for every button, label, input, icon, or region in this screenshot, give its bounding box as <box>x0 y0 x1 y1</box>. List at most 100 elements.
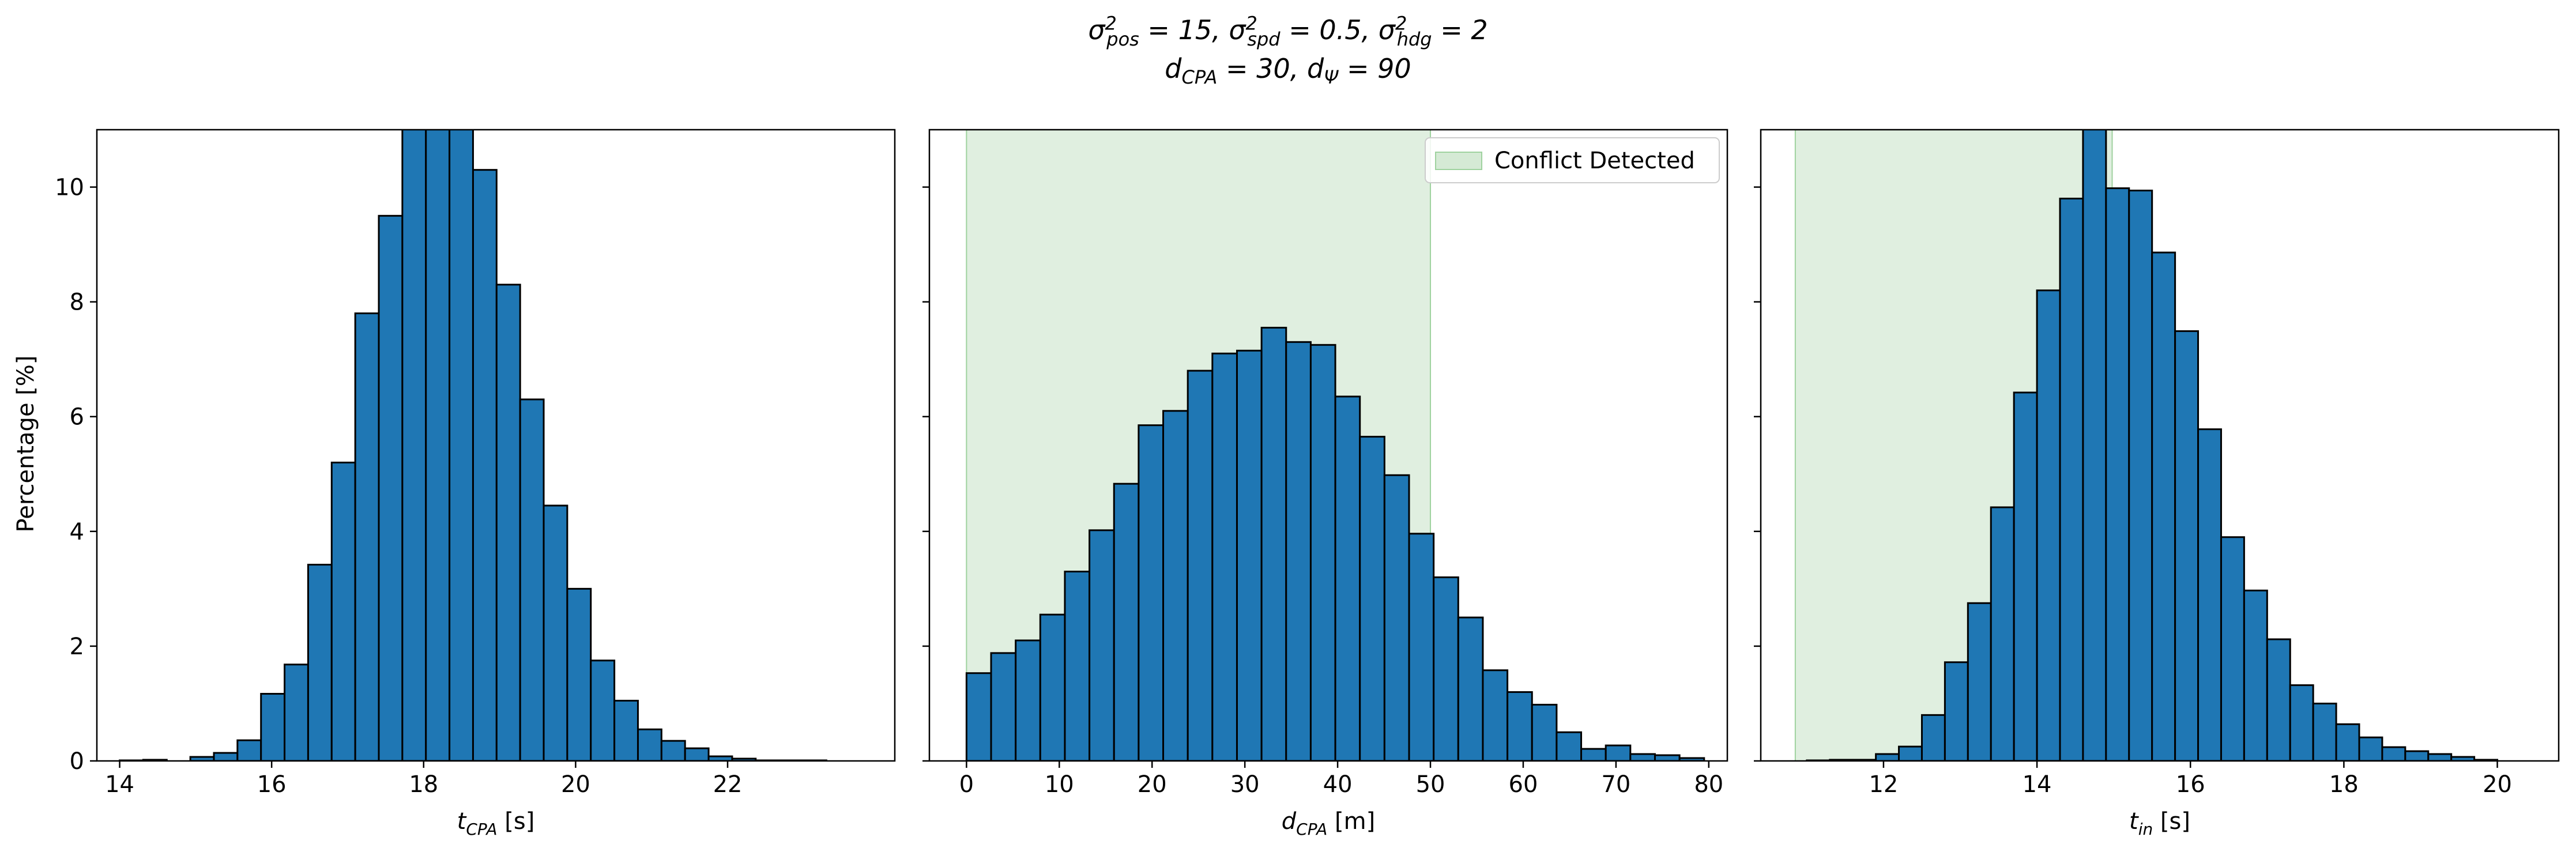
histogram-bar <box>213 752 239 761</box>
histogram-bar <box>1309 344 1336 761</box>
histogram-bar <box>613 699 639 761</box>
histogram-bar <box>2059 197 2084 761</box>
x-tick-label: 30 <box>1230 771 1260 798</box>
y-tick-label: 8 <box>70 289 84 316</box>
histogram-bar <box>566 587 592 761</box>
x-tick-label: 20 <box>561 771 590 798</box>
histogram-bar <box>1236 349 1263 761</box>
x-axis-label: dCPA [m] <box>1282 808 1375 839</box>
histogram-bar <box>307 564 333 761</box>
histogram-bar <box>2013 391 2038 761</box>
x-tick-label: 12 <box>1869 771 1898 798</box>
histogram-bar <box>2151 251 2176 761</box>
plot-area <box>1794 130 2499 761</box>
x-tick-label: 16 <box>2176 771 2205 798</box>
histogram-bar <box>1383 474 1410 761</box>
y-tick-label: 2 <box>70 634 84 660</box>
axes-frame <box>1760 129 2560 762</box>
plot-area <box>965 130 1705 761</box>
histogram-bar <box>1359 436 1385 761</box>
histogram-bar <box>1015 639 1041 761</box>
histogram-bar <box>1990 506 2015 761</box>
histogram-bar <box>1875 753 1900 761</box>
histogram-bar <box>1039 613 1066 761</box>
x-tick-label: 18 <box>2329 771 2359 798</box>
histogram-bar <box>990 652 1017 761</box>
x-axis-label: tin [s] <box>2129 808 2190 839</box>
x-tick-label: 20 <box>2483 771 2512 798</box>
histogram-bar <box>1920 714 1946 761</box>
axes-frame <box>96 129 896 762</box>
histogram-bar <box>1654 754 1681 761</box>
histogram-tin: 12 14 16 18 20 tin [s] <box>1754 129 2560 839</box>
histogram-bar <box>1089 529 1115 761</box>
plot-area <box>119 130 827 761</box>
y-tick-label: 0 <box>70 748 84 775</box>
histogram-bar <box>2381 746 2406 761</box>
histogram-bar <box>1211 352 1238 761</box>
figure-title-line1: σ2pos = 15, σ2spd = 0.5, σ2hdg = 2 <box>0 13 2576 50</box>
histogram-dcpa: 0 10 20 30 40 50 60 70 80 dCPA [m] Conflict Detect… <box>922 129 1728 839</box>
x-tick-label: 16 <box>257 771 287 798</box>
histogram-bar <box>1408 533 1435 761</box>
figure-title-line2: dCPA = 30, dΨ = 90 <box>0 53 2576 88</box>
histogram-bar <box>2036 289 2061 761</box>
histogram-tcpa: 14 16 18 20 22 0 2 4 6 8 10 tCPA [s] <box>55 129 896 839</box>
x-tick-label: 80 <box>1694 771 1723 798</box>
title-line2-text: dCPA = 30, dΨ = 90 <box>1165 53 1411 89</box>
histogram-bar <box>1113 482 1140 761</box>
x-tick-label: 50 <box>1416 771 1445 798</box>
histogram-bar <box>590 659 616 761</box>
histogram-bar <box>1433 576 1459 761</box>
histogram-bar <box>425 130 451 761</box>
x-tick-label: 60 <box>1509 771 1538 798</box>
histogram-bar <box>1580 748 1607 761</box>
histogram-bar <box>2312 702 2337 761</box>
histogram-bar <box>284 663 309 761</box>
histogram-bar <box>472 169 498 761</box>
histogram-bar <box>354 312 380 761</box>
histogram-bar <box>1162 410 1189 761</box>
y-tick-label: 10 <box>55 175 84 201</box>
histogram-bar <box>1944 661 1969 761</box>
histogram-bar <box>378 214 404 761</box>
x-tick-label: 0 <box>959 771 974 798</box>
histogram-bar <box>660 740 686 761</box>
histogram-bar <box>1629 753 1656 761</box>
histogram-bar <box>2335 723 2360 761</box>
x-tick-label: 10 <box>1045 771 1074 798</box>
histogram-bar <box>1898 745 1923 761</box>
histogram-bar <box>1187 370 1214 761</box>
histogram-bar <box>1260 326 1287 761</box>
legend: Conflict Detected <box>1425 137 1720 183</box>
histogram-bar <box>2427 753 2453 761</box>
histogram-bar <box>2197 428 2222 761</box>
x-axis-label: tCPA [s] <box>457 808 535 839</box>
x-tick-label: 40 <box>1323 771 1353 798</box>
histogram-bar <box>1138 424 1165 761</box>
histogram-bar <box>2404 750 2430 761</box>
x-tick-label: 22 <box>713 771 743 798</box>
histogram-bar <box>2174 330 2200 761</box>
histogram-bar <box>260 693 286 761</box>
histogram-bar <box>2358 736 2383 761</box>
histogram-bar <box>1967 602 1992 761</box>
legend-swatch <box>1435 152 1482 170</box>
histogram-bar <box>543 504 568 761</box>
histogram-bar <box>519 398 545 761</box>
histogram-bar <box>1064 571 1091 761</box>
histogram-bar <box>330 461 356 761</box>
x-tick-label: 14 <box>105 771 134 798</box>
histogram-bar <box>449 130 474 761</box>
x-tick-label: 14 <box>2023 771 2052 798</box>
histogram-bar <box>1285 341 1312 761</box>
y-tick-label: 4 <box>70 519 84 545</box>
histogram-bar <box>495 284 521 761</box>
axes-frame <box>928 129 1728 762</box>
histogram-bar <box>2128 190 2153 761</box>
y-tick-label: 6 <box>70 404 84 431</box>
histogram-bar <box>2266 638 2291 761</box>
histogram-bar <box>1507 691 1533 761</box>
y-axis-label: Percentage [%] <box>13 356 39 533</box>
